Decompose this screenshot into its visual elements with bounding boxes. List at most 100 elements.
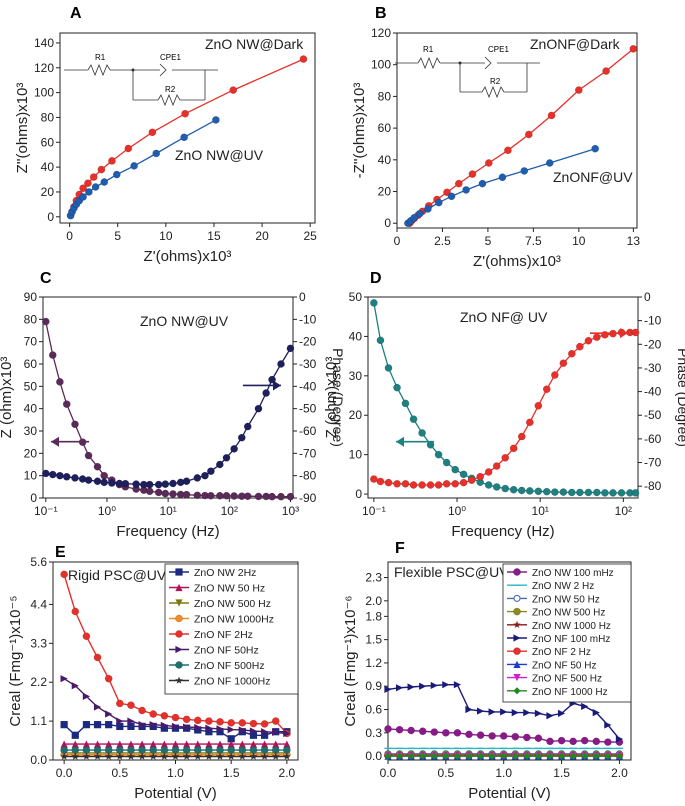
data-point	[407, 726, 415, 735]
data-point	[60, 570, 68, 579]
data-point	[592, 737, 601, 746]
arrow-left-head	[51, 436, 59, 447]
data-point	[171, 713, 180, 722]
y-tick-label: 120	[34, 61, 54, 75]
data-point	[127, 740, 135, 748]
y-tick-label: 40	[349, 329, 363, 343]
data-point	[517, 432, 526, 441]
panel-b-circuit: R1 CPE1 R2	[395, 45, 540, 99]
panel-b-title: ZnONF@Dark	[530, 36, 621, 52]
data-point	[182, 490, 191, 499]
data-point	[525, 487, 534, 495]
data-point	[260, 720, 269, 728]
data-point	[238, 752, 247, 760]
data-point	[227, 725, 235, 734]
data-point	[283, 729, 291, 738]
data-point	[238, 719, 247, 727]
data-point	[93, 703, 102, 711]
data-point	[62, 400, 71, 409]
data-point	[260, 728, 269, 736]
data-point	[152, 149, 161, 158]
arrow-right-head	[273, 380, 281, 391]
data-point	[499, 732, 508, 740]
data-point	[160, 724, 168, 732]
y-tick-label: 10	[24, 469, 38, 483]
legend-marker	[513, 687, 521, 695]
data-point	[243, 422, 252, 431]
data-point	[434, 198, 443, 207]
data-point	[60, 675, 68, 683]
data-point	[160, 752, 169, 760]
panel-c-letter: C	[40, 270, 52, 287]
data-point	[93, 653, 102, 662]
data-point	[160, 711, 169, 720]
legend-label: ZnO NF 500 Hz	[532, 674, 602, 685]
data-point	[384, 752, 392, 760]
x-tick-label: 10⁰	[98, 504, 116, 518]
data-point	[525, 418, 534, 427]
data-point	[93, 746, 102, 754]
data-point	[376, 477, 385, 486]
series-line-0	[409, 48, 634, 224]
x-axis-label: Potential (V)	[134, 785, 217, 802]
data-point	[41, 469, 50, 478]
data-point	[82, 740, 91, 748]
data-point	[105, 721, 113, 729]
x-tick-label: 10²	[615, 504, 632, 518]
x-axis-label: Z'(ohms)x10³	[473, 253, 561, 270]
legend-label: ZnO NW 50 Hz	[532, 594, 600, 605]
data-point	[230, 445, 238, 453]
data-point	[492, 483, 501, 491]
data-point	[509, 485, 518, 494]
data-point	[149, 721, 157, 729]
data-point	[268, 492, 276, 501]
data-point	[592, 752, 600, 760]
data-point	[415, 209, 424, 218]
data-point	[418, 429, 426, 437]
data-point	[183, 723, 191, 731]
data-point	[132, 480, 141, 489]
data-point	[271, 717, 280, 725]
data-point	[580, 736, 589, 745]
data-point	[459, 478, 468, 487]
y-axis-label: -Z''(ohms)x10³	[351, 83, 368, 179]
data-point	[410, 213, 419, 222]
data-point	[524, 130, 533, 139]
data-point	[227, 735, 235, 743]
y-tick-label: 0	[384, 216, 391, 230]
panel-d: D ZnO NF@ UV 10⁻¹ 10⁰ 10¹ 10² 0 10 20 30 40 50 -80…	[323, 270, 685, 540]
data-point	[212, 116, 220, 124]
y-tick-label: 30	[349, 369, 363, 383]
legend-marker	[513, 660, 521, 668]
x-tick-label: 25	[304, 229, 318, 243]
legend-marker	[175, 661, 183, 669]
x-tick-label: 0.0	[380, 766, 397, 780]
data-point	[465, 730, 473, 739]
data-point	[409, 481, 418, 489]
y-tick-label: 0	[47, 210, 54, 224]
data-point	[89, 173, 98, 181]
data-point	[138, 721, 146, 729]
y-tick-label: 80	[41, 110, 55, 124]
data-point	[430, 752, 438, 760]
data-point	[511, 752, 519, 760]
legend-marker	[175, 645, 183, 654]
panel-a-letter: A	[70, 5, 82, 22]
data-point	[222, 453, 231, 462]
x-tick-label: 10⁻¹	[34, 504, 58, 518]
data-point	[592, 488, 601, 497]
data-point	[82, 752, 91, 760]
data-point	[453, 681, 462, 689]
data-point	[617, 489, 626, 497]
data-point	[171, 752, 180, 760]
x-tick-label: 10⁻¹	[362, 504, 386, 518]
legend-marker	[175, 630, 183, 638]
y-tick-label: 1.8	[365, 609, 382, 623]
panel-0-plot-frame	[59, 32, 316, 224]
y-tick-label: 90	[24, 290, 38, 304]
y-axis-label: Z (ohm)x10³	[323, 357, 340, 439]
data-point	[395, 684, 404, 692]
data-point	[84, 451, 93, 460]
y2-tick-label: -40	[299, 379, 317, 393]
data-point	[547, 111, 556, 120]
